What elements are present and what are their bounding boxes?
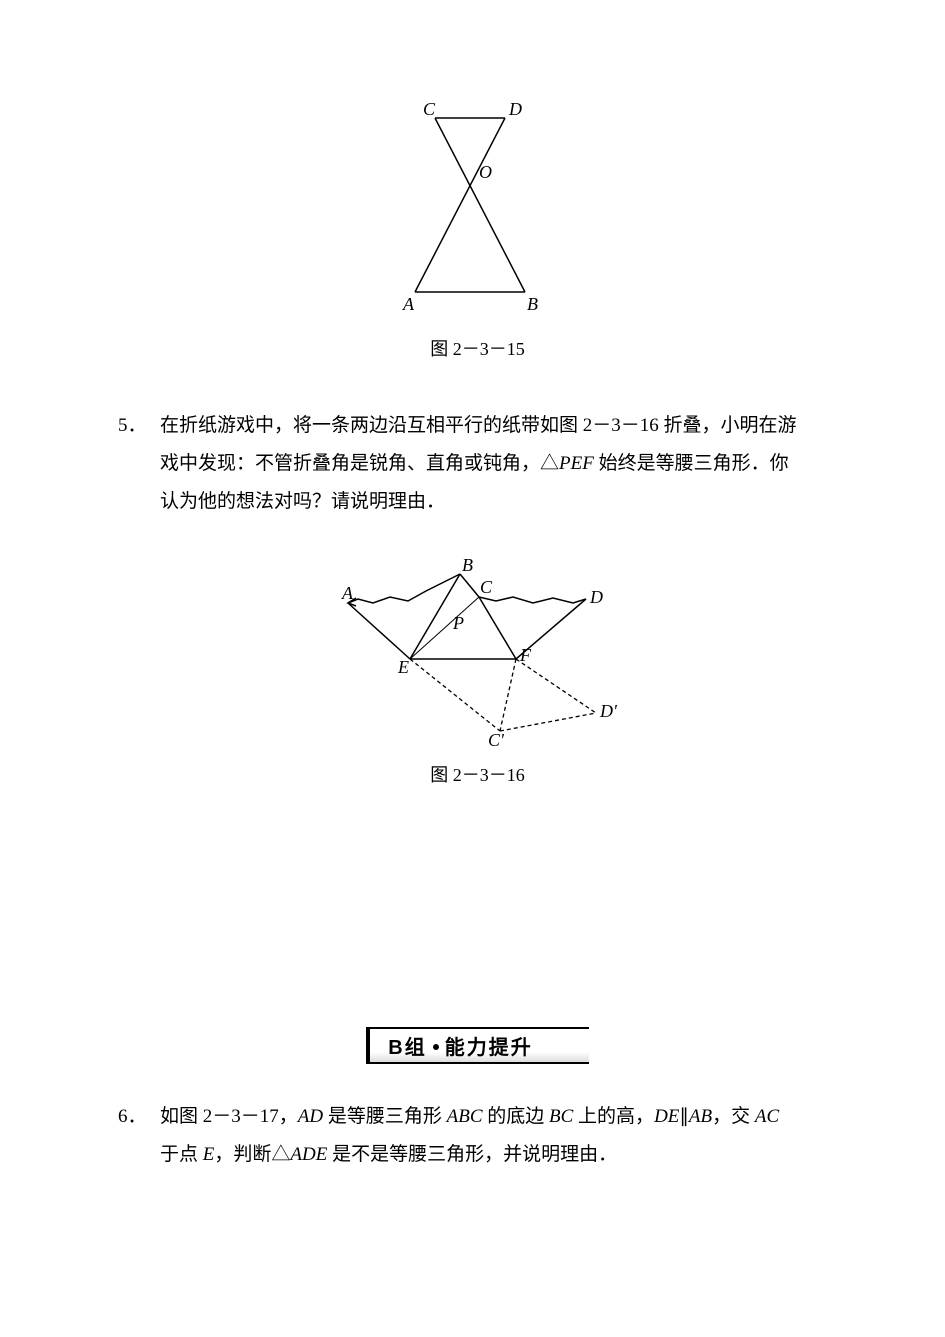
figure-2-3-16: A B C D P E F C' D' — [150, 551, 805, 751]
label-E: E — [397, 657, 409, 677]
problem-6-body: 如图 2－3－17，AD 是等腰三角形 ABC 的底边 BC 上的高，DE∥AB… — [150, 1098, 805, 1174]
figure-2-3-16-caption: 图 2－3－16 — [150, 761, 805, 787]
problem-6-number: 6． — [118, 1098, 147, 1136]
problem-5-body: 在折纸游戏中，将一条两边沿互相平行的纸带如图 2－3－16 折叠，小明在游 戏中… — [150, 407, 805, 521]
p6-1e: ∥ — [679, 1106, 689, 1127]
section-right: 能力提升 — [445, 1037, 533, 1059]
figure-2-3-15: C D O A B — [150, 100, 805, 325]
p6-ABC: ABC — [447, 1106, 483, 1127]
p6-2b: ，判断△ — [214, 1144, 290, 1165]
label-B: B — [527, 294, 538, 314]
figure-2-3-16-svg: A B C D P E F C' D' — [328, 551, 628, 746]
label-C: C — [423, 100, 436, 119]
section-header: B组能力提升 — [150, 1027, 805, 1064]
problem-5: 5． 在折纸游戏中，将一条两边沿互相平行的纸带如图 2－3－16 折叠，小明在游… — [150, 407, 805, 521]
p6-1f: ，交 — [712, 1106, 755, 1127]
p6-AC: AC — [755, 1106, 779, 1127]
label-O: O — [479, 162, 492, 182]
p6-AB: AB — [689, 1106, 712, 1127]
p6-1d: 上的高， — [573, 1106, 654, 1127]
p5-pef: PEF — [559, 453, 594, 474]
figure-2-3-15-caption: 图 2－3－15 — [150, 335, 805, 361]
dot-icon — [433, 1044, 439, 1050]
label-B2: B — [462, 555, 473, 575]
p5-line3: 认为他的想法对吗？请说明理由． — [160, 491, 445, 512]
problem-5-number: 5． — [118, 407, 147, 445]
label-D2: D — [589, 587, 603, 607]
label-A2: A — [341, 583, 354, 603]
label-A: A — [402, 294, 415, 314]
p5-line2b: 始终是等腰三角形．你 — [594, 453, 789, 474]
p6-BC: BC — [549, 1106, 573, 1127]
p6-1b: 是等腰三角形 — [323, 1106, 447, 1127]
p6-DE: DE — [654, 1106, 679, 1127]
p6-1c: 的底边 — [483, 1106, 550, 1127]
p5-line1: 在折纸游戏中，将一条两边沿互相平行的纸带如图 2－3－16 折叠，小明在游 — [160, 415, 797, 436]
problem-6: 6． 如图 2－3－17，AD 是等腰三角形 ABC 的底边 BC 上的高，DE… — [150, 1098, 805, 1174]
label-Cp: C' — [488, 730, 505, 746]
section-box: B组能力提升 — [366, 1027, 588, 1064]
figure-2-3-15-svg: C D O A B — [393, 100, 563, 320]
label-P: P — [452, 613, 464, 633]
p6-E: E — [203, 1144, 215, 1165]
p6-1a: 如图 2－3－17， — [160, 1106, 298, 1127]
page: C D O A B 图 2－3－15 5． 在折纸游戏中，将一条两边沿互相平行的… — [0, 0, 945, 1264]
p6-2c: 是不是等腰三角形，并说明理由． — [327, 1144, 617, 1165]
p6-ADE: ADE — [290, 1144, 327, 1165]
p5-line2a: 戏中发现：不管折叠角是锐角、直角或钝角，△ — [160, 453, 559, 474]
label-C2: C — [480, 577, 493, 597]
p6-AD: AD — [298, 1106, 323, 1127]
section-left: B组 — [388, 1037, 426, 1059]
p6-2a: 于点 — [160, 1144, 203, 1165]
label-Dp: D' — [599, 701, 618, 721]
label-D: D — [508, 100, 522, 119]
label-F: F — [519, 645, 532, 665]
